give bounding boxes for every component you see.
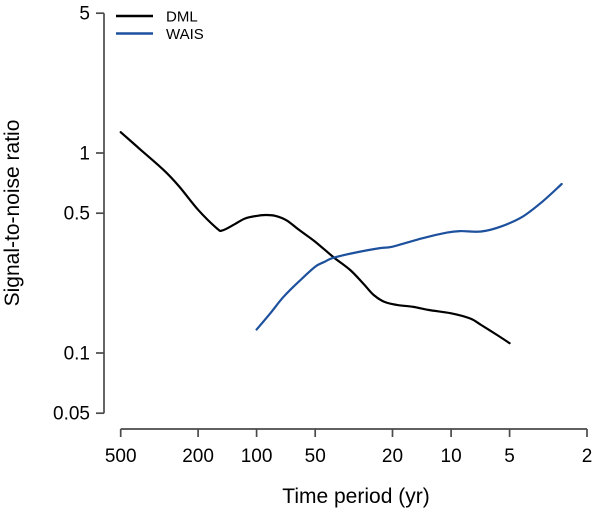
y-tick-label: 1 [79, 144, 90, 165]
y-axis-tick-labels: 5 1 0.5 0.1 0.05 [53, 4, 90, 425]
y-tick-label: 0.1 [64, 344, 90, 365]
x-tick-label: 10 [441, 446, 462, 467]
legend-label-wais: WAIS [166, 26, 204, 43]
legend-label-dml: DML [166, 9, 198, 26]
x-tick-label: 2 [582, 446, 593, 467]
x-axis-ticks [119, 429, 588, 437]
y-axis: 5 1 0.5 0.1 0.05 [53, 4, 105, 425]
x-tick-label: 20 [382, 446, 403, 467]
x-axis: 500 200 100 50 20 10 5 2 [105, 428, 592, 467]
series-lines [119, 131, 563, 345]
x-axis-tick-labels: 500 200 100 50 20 10 5 2 [105, 446, 592, 467]
y-axis-ticks [96, 12, 104, 415]
series-line-dml [119, 131, 511, 345]
x-tick-label: 200 [182, 446, 214, 467]
legend: DML WAIS [116, 9, 204, 43]
y-axis-title: Signal-to-noise ratio [1, 120, 24, 307]
x-axis-title: Time period (yr) [282, 485, 429, 508]
x-tick-label: 50 [305, 446, 326, 467]
y-tick-label: 5 [79, 4, 90, 25]
y-tick-label: 0.5 [64, 204, 90, 225]
x-tick-label: 100 [241, 446, 273, 467]
x-tick-label: 5 [504, 446, 515, 467]
y-tick-label: 0.05 [53, 404, 90, 425]
series-line-wais [255, 182, 563, 331]
x-tick-label: 500 [105, 446, 137, 467]
